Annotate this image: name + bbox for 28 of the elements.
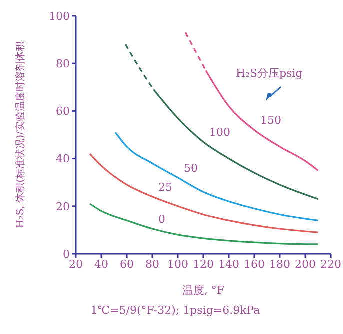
x-tick-label: 140: [218, 258, 240, 271]
y-tick-label: 60: [56, 105, 70, 118]
x-tick-label: 80: [146, 258, 160, 271]
x-tick-label: 200: [295, 258, 316, 271]
x-tick-label: 40: [94, 258, 108, 271]
annotation: H₂S分压psig: [236, 66, 303, 81]
text: 1℃=5/9(°F-32); 1psig=6.9kPa: [90, 304, 262, 317]
y-tick-label: 100: [49, 10, 70, 23]
x-tick-label: 20: [69, 258, 83, 271]
line-series: [89, 203, 320, 246]
series-label: 0: [158, 213, 166, 226]
x-tick-label: 60: [120, 258, 134, 271]
x-axis-title: 温度, °F: [182, 284, 225, 297]
x-tick-label: 160: [244, 258, 265, 271]
x-tick-label: 100: [168, 258, 188, 271]
y-tick-label: 0: [63, 248, 70, 261]
y-tick-label: 40: [56, 152, 70, 166]
y-axis-title: H₂S, 体积(标准状况)/实验温度时溶剂体积: [14, 42, 27, 228]
y-tick-label: 20: [56, 200, 70, 214]
x-tick-label: 220: [320, 258, 342, 271]
series-label: 50: [184, 162, 198, 175]
series-label: 25: [158, 180, 172, 194]
series-label: 100: [210, 126, 230, 140]
x-tick-label: 120: [193, 258, 214, 271]
x-tick-label: 180: [270, 258, 290, 271]
line-series: [89, 153, 320, 234]
series-label: 150: [260, 114, 282, 128]
y-tick-label: 80: [56, 58, 70, 71]
